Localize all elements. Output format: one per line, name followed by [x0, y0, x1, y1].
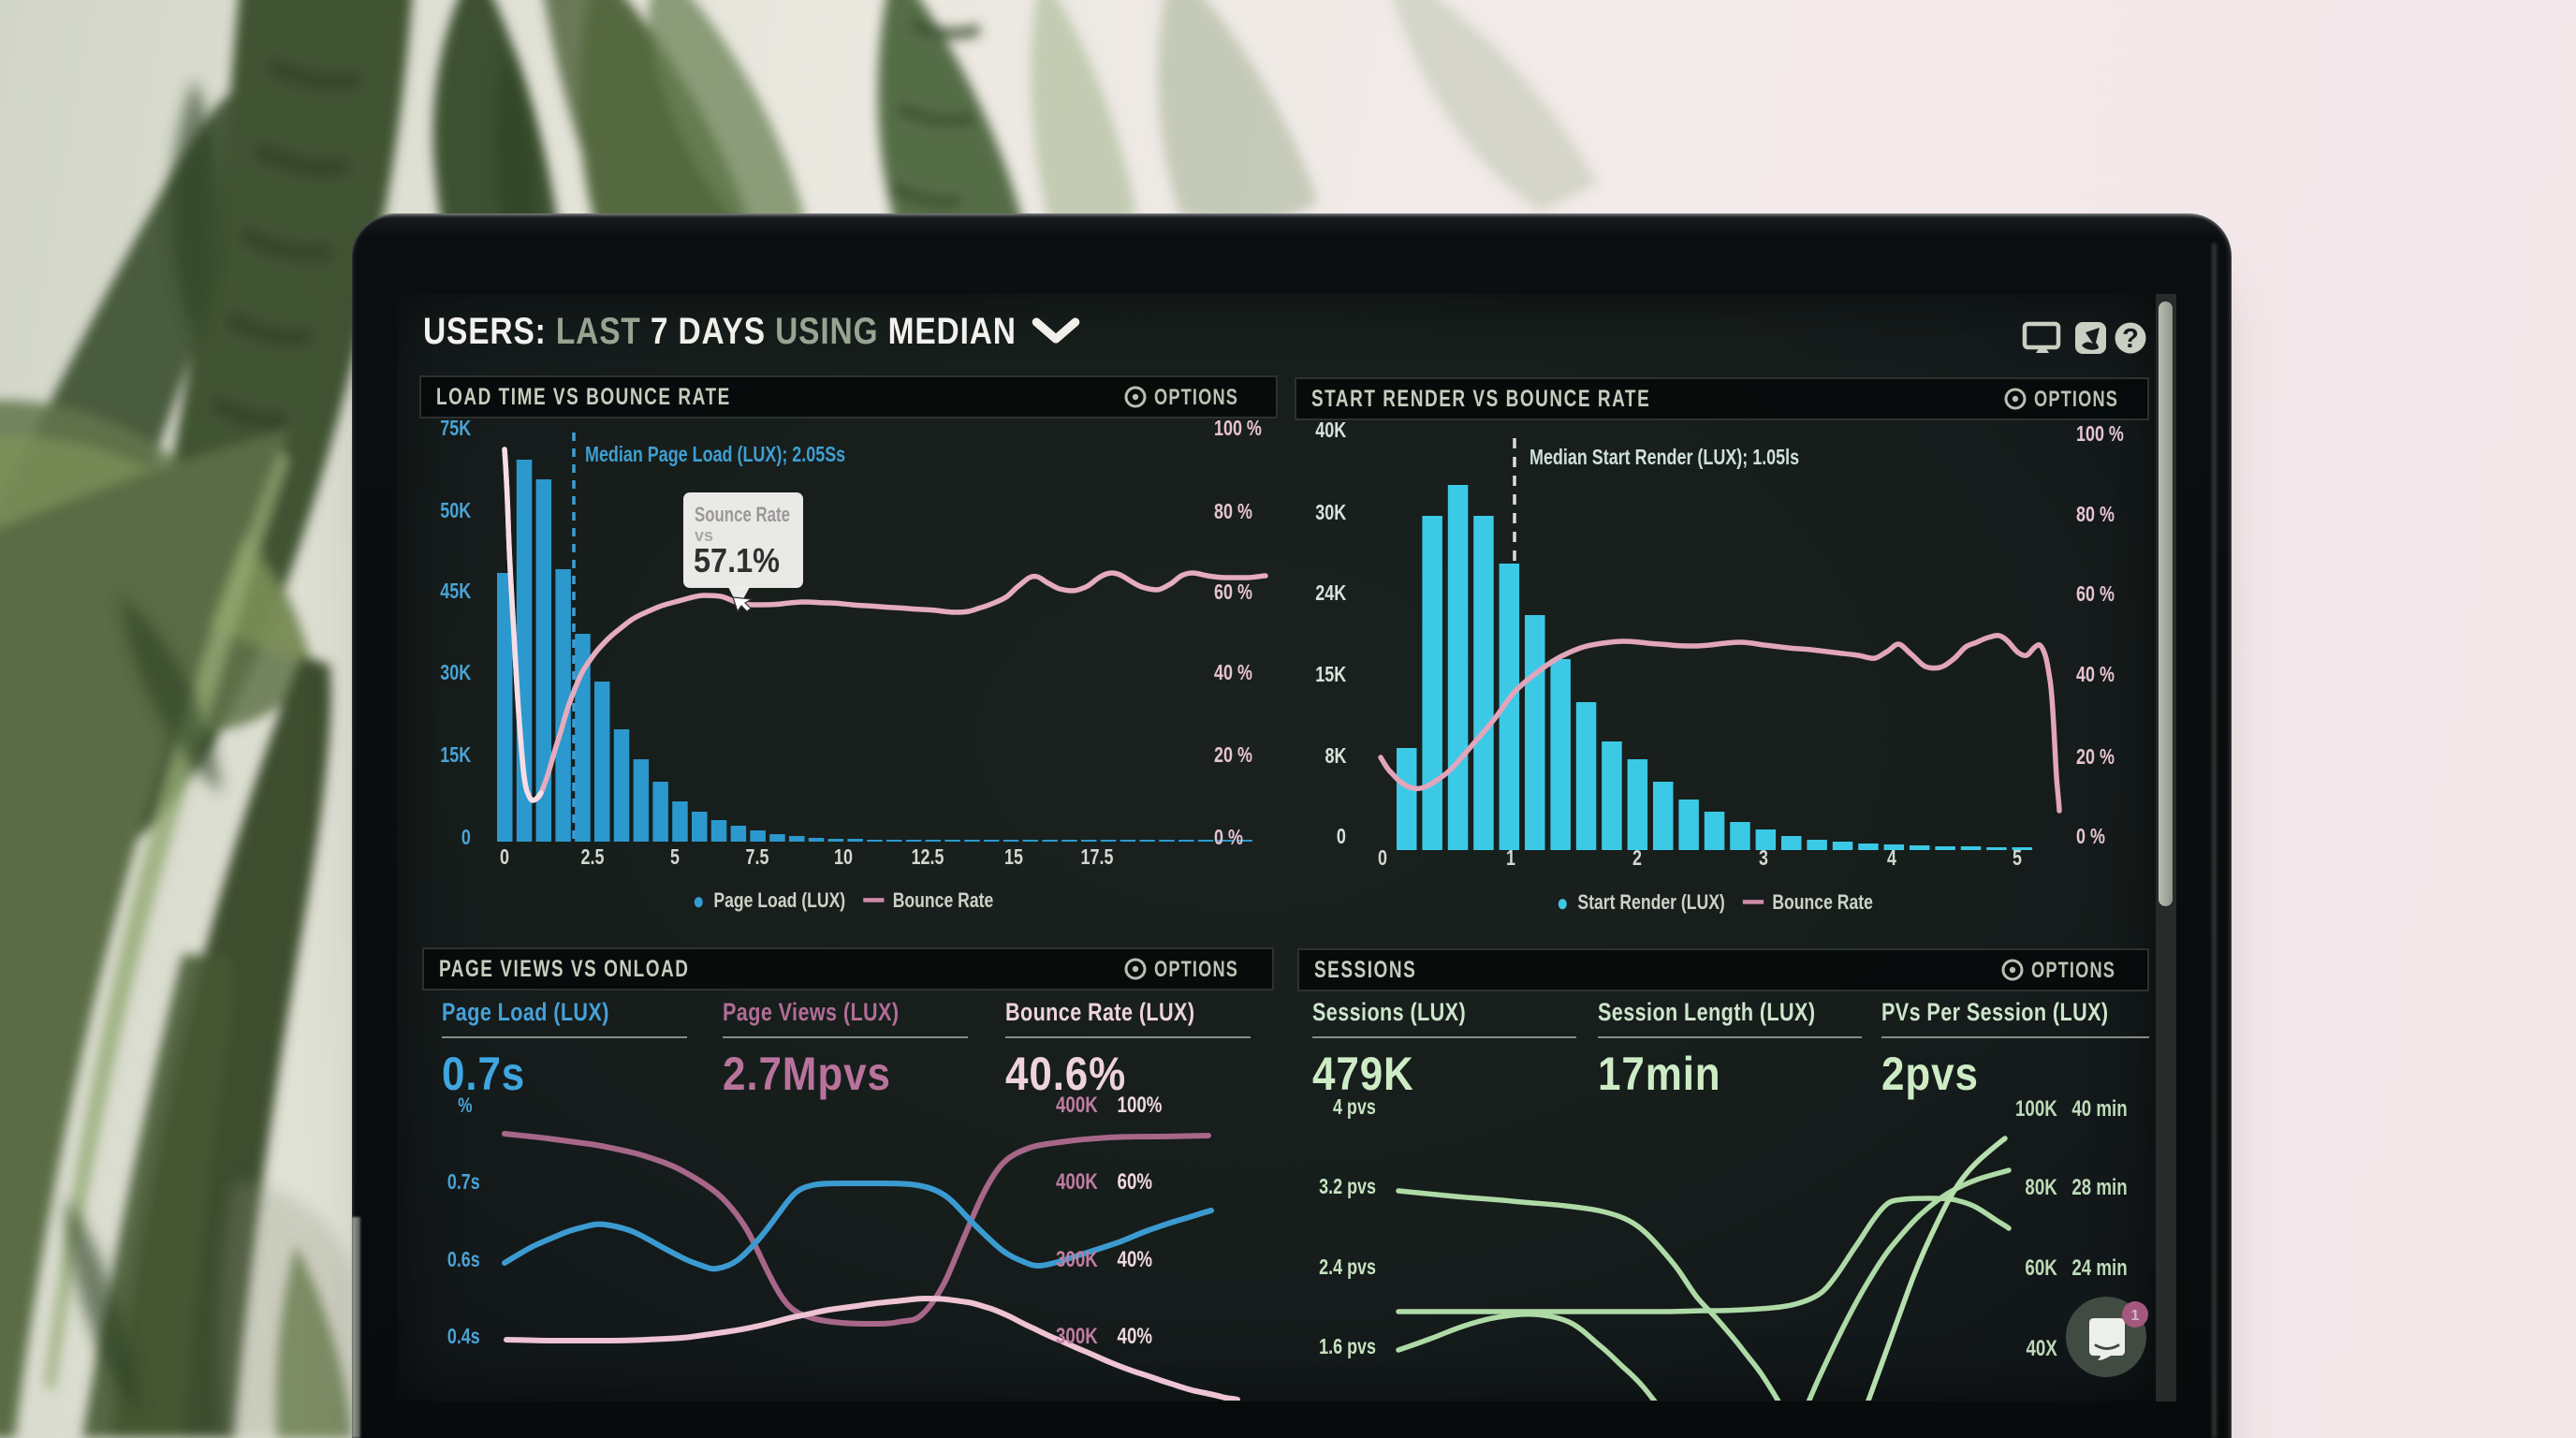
svg-text:57.1%: 57.1% — [694, 541, 780, 580]
svg-text:vs: vs — [695, 526, 713, 545]
svg-text:1: 1 — [2131, 1308, 2140, 1324]
svg-text:?: ? — [2122, 324, 2139, 354]
svg-text:Sounce Rate: Sounce Rate — [695, 503, 790, 526]
